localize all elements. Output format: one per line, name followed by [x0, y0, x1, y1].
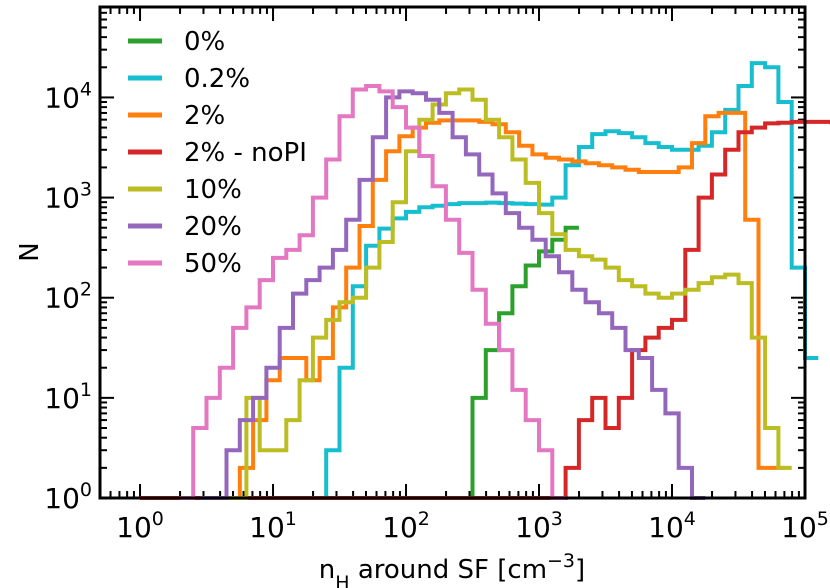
x-tick-label: 105: [781, 508, 829, 544]
x-tick-label: 100: [116, 508, 164, 544]
y-tick-label: 101: [44, 379, 92, 415]
series-line-20-: [199, 89, 706, 500]
series-line-2-: [213, 110, 786, 500]
y-tick-label: 100: [44, 479, 92, 515]
x-tick-label: 102: [382, 508, 430, 544]
x-axis-label: nH around SF [cm−3]: [319, 550, 585, 588]
y-tick-label: 102: [44, 279, 92, 315]
series-line-10-: [206, 87, 792, 500]
series-line-0-2-: [286, 61, 819, 500]
legend-label-50-: 50%: [184, 249, 242, 279]
x-tick-labels: 100 101 102 103 104 105: [116, 508, 829, 544]
legend-label-20-: 20%: [184, 212, 242, 242]
y-tick-labels: 100 101 102 103 104: [44, 78, 92, 515]
x-tick-label: 104: [648, 508, 696, 544]
series-line-0-: [379, 225, 579, 500]
y-tick-label: 103: [44, 179, 92, 215]
y-axis-label: N: [15, 242, 45, 261]
legend-label-2-: 2%: [184, 101, 225, 131]
series-line-50-: [179, 84, 566, 500]
legend: 0% 0.2% 2% 2% - noPI 10% 20% 50%: [128, 27, 307, 279]
legend-label-10-: 10%: [184, 175, 242, 205]
x-tick-label: 103: [515, 508, 563, 544]
legend-label-2-nopi: 2% - noPI: [184, 138, 307, 168]
y-tick-label: 104: [44, 78, 92, 114]
axes-frame: [98, 5, 807, 500]
legend-label-0-2-: 0.2%: [184, 64, 250, 94]
legend-label-0-: 0%: [184, 27, 225, 57]
x-tick-label: 101: [249, 508, 297, 544]
